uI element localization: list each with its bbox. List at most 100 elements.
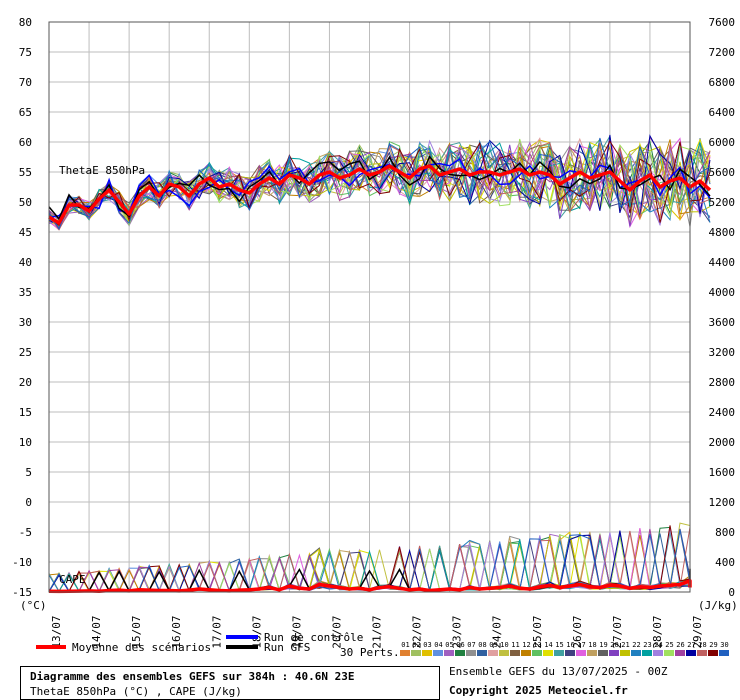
pert-color-swatch [697,650,707,656]
pert-color-swatch [521,650,531,656]
right-tick-label: 0 [728,586,735,599]
right-tick-label: 6800 [709,76,736,89]
x-date-label: 19/07 [290,615,303,648]
right-tick-label: 4000 [709,286,736,299]
legend-control-label: Run de contrôle [264,631,363,644]
pert-number-label: 03 [423,641,431,649]
left-tick-label: 55 [19,166,32,179]
pert-number-label: 26 [676,641,684,649]
perturbation-thetae-line [48,146,711,224]
x-date-label: 29/07 [691,615,704,648]
perturbation-thetae-line [48,137,711,231]
right-tick-label: 2000 [709,436,736,449]
right-tick-label: 7200 [709,46,736,59]
legend: Moyenne des scénarios Run de contrôleRun … [36,631,729,659]
left-unit: (°C) [20,599,47,612]
left-tick-label: 60 [19,136,32,149]
pert-number-label: 11 [511,641,519,649]
left-tick-label: 0 [25,496,32,509]
footer-title-box: Diagramme des ensembles GEFS sur 384h : … [20,666,440,700]
pert-number-label: 21 [621,641,629,649]
left-tick-label: 50 [19,196,32,209]
right-tick-label: 6400 [709,106,736,119]
pert-color-swatch [532,650,542,656]
pert-color-swatch [400,650,410,656]
x-date-label: 20/07 [330,615,343,648]
main-lines [48,155,712,594]
pert-number-label: 15 [555,641,563,649]
x-date-label: 24/07 [491,615,504,648]
pert-color-swatch [587,650,597,656]
pert-number-label: 17 [577,641,585,649]
pert-color-swatch [565,650,575,656]
footer-ensemble: Ensemble GEFS du 13/07/2025 - 00Z [449,665,668,678]
pert-color-swatch [433,650,443,656]
x-date-label: 27/07 [611,615,624,648]
pert-color-swatch [488,650,498,656]
pert-number-label: 09 [489,641,497,649]
left-tick-label: -15 [12,586,32,599]
pert-color-swatch [554,650,564,656]
right-tick-label: 7600 [709,16,736,29]
pert-color-swatch [708,650,718,656]
pert-number-label: 19 [599,641,607,649]
left-tick-label: 10 [19,436,32,449]
mean-thetae-line [48,164,712,225]
pert-number-label: 25 [665,641,673,649]
pert-number-label: 20 [610,641,618,649]
pert-color-swatch [642,650,652,656]
pert-number-label: 28 [698,641,706,649]
left-tick-label: 40 [19,256,32,269]
left-tick-label: 25 [19,346,32,359]
x-date-label: 28/07 [651,615,664,648]
x-date-label: 26/07 [571,615,584,648]
left-tick-label: 70 [19,76,32,89]
pert-color-swatch [411,650,421,656]
right-tick-label: 3200 [709,346,736,359]
legend-perts-count: 30 Perts. [340,646,400,659]
legend-mean-label: Moyenne des scénarios [72,641,211,654]
pert-number-label: 02 [412,641,420,649]
left-tick-label: 80 [19,16,32,29]
pert-number-label: 27 [687,641,695,649]
axes: 80757065605550454035302520151050-5-10-15… [12,16,738,649]
grid [48,21,691,593]
pert-number-label: 14 [544,641,552,649]
x-date-label: 25/07 [531,615,544,648]
pert-color-swatch [620,650,630,656]
left-tick-label: 20 [19,376,32,389]
footer-copyright: Copyright 2025 Meteociel.fr [449,684,628,697]
pert-number-label: 29 [709,641,717,649]
pert-number-label: 08 [478,641,486,649]
x-date-label: 16/07 [170,615,183,648]
pert-color-swatch [543,650,553,656]
pert-color-swatch [510,650,520,656]
right-tick-label: 5600 [709,166,736,179]
left-tick-label: 5 [25,466,32,479]
footer-title: Diagramme des ensembles GEFS sur 384h : … [30,670,355,683]
x-date-label: 14/07 [90,615,103,648]
pert-number-label: 13 [533,641,541,649]
right-tick-label: 2800 [709,376,736,389]
pert-color-swatch [631,650,641,656]
pert-number-label: 24 [654,641,662,649]
x-date-label: 18/07 [250,615,263,648]
plot-frame [48,21,691,593]
x-date-label: 15/07 [130,615,143,648]
pert-color-swatch [422,650,432,656]
x-date-label: 13/07 [50,615,63,648]
pert-number-label: 30 [720,641,728,649]
pert-color-swatch [686,650,696,656]
x-date-label: 21/07 [371,615,384,648]
footer-subtitle: ThetaE 850hPa (°C) , CAPE (J/kg) [30,685,242,698]
pert-number-label: 05 [445,641,453,649]
right-tick-label: 5200 [709,196,736,209]
pert-color-swatch [664,650,674,656]
perturbation-thetae-line [48,142,711,231]
x-date-label: 22/07 [411,615,424,648]
left-tick-label: 75 [19,46,32,59]
pert-number-label: 06 [456,641,464,649]
pert-number-label: 01 [401,641,409,649]
legend-gfs-label: Run GFS [264,641,310,654]
